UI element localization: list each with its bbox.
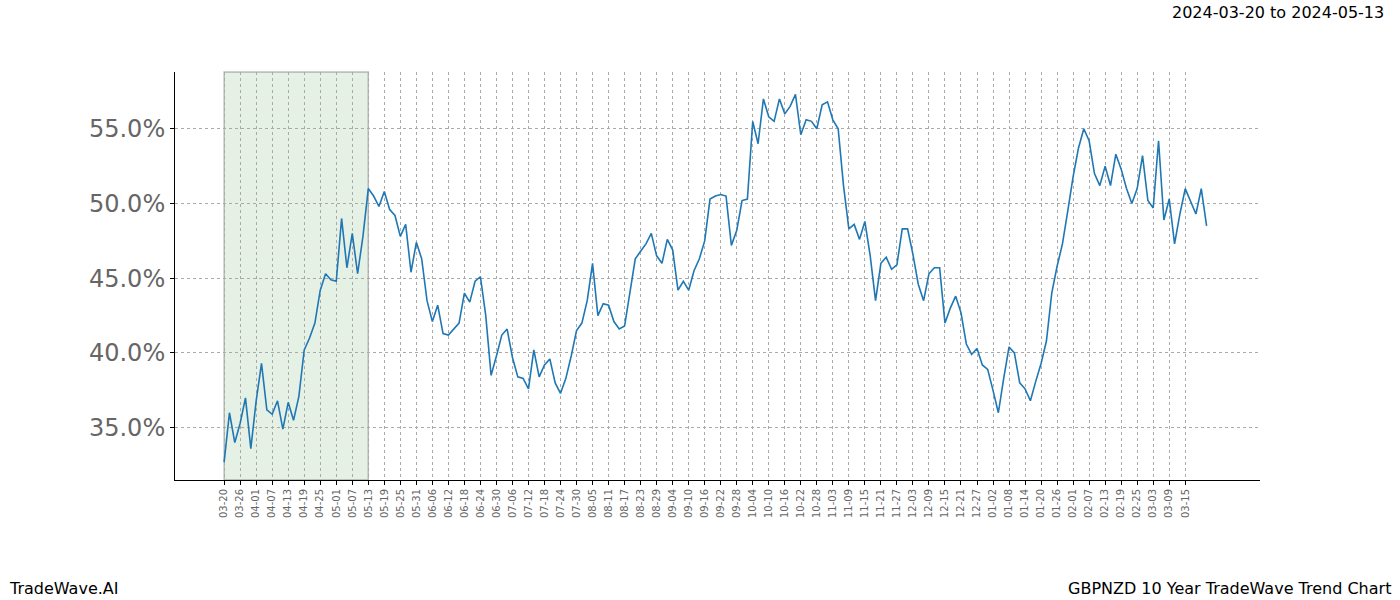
- svg-text:07-24: 07-24: [555, 489, 566, 518]
- svg-text:02-25: 02-25: [1131, 489, 1142, 518]
- svg-text:55.0%: 55.0%: [89, 115, 165, 143]
- svg-text:07-30: 07-30: [571, 489, 582, 518]
- svg-text:12-21: 12-21: [955, 489, 966, 518]
- svg-text:01-14: 01-14: [1019, 489, 1030, 518]
- svg-text:10-16: 10-16: [779, 489, 790, 518]
- svg-text:11-03: 11-03: [827, 489, 838, 518]
- svg-text:06-24: 06-24: [475, 489, 486, 518]
- svg-text:12-27: 12-27: [971, 489, 982, 518]
- svg-text:04-01: 04-01: [250, 489, 261, 518]
- svg-text:06-12: 06-12: [443, 489, 454, 518]
- svg-text:12-09: 12-09: [923, 489, 934, 518]
- svg-text:08-17: 08-17: [619, 489, 630, 518]
- svg-text:03-20: 03-20: [218, 489, 229, 518]
- svg-text:40.0%: 40.0%: [89, 339, 165, 367]
- svg-text:06-30: 06-30: [491, 489, 502, 518]
- svg-text:05-07: 05-07: [347, 489, 358, 518]
- svg-text:04-19: 04-19: [298, 489, 309, 518]
- svg-text:05-25: 05-25: [395, 489, 406, 518]
- svg-text:35.0%: 35.0%: [89, 414, 165, 442]
- svg-text:11-21: 11-21: [875, 489, 886, 518]
- svg-text:10-10: 10-10: [763, 489, 774, 518]
- svg-text:03-15: 03-15: [1180, 489, 1191, 518]
- svg-text:11-27: 11-27: [891, 489, 902, 518]
- svg-text:08-29: 08-29: [651, 489, 662, 518]
- svg-text:GBPNZD 10 Year TradeWave Trend: GBPNZD 10 Year TradeWave Trend Chart: [1068, 579, 1391, 598]
- svg-text:10-04: 10-04: [747, 489, 758, 518]
- svg-text:12-03: 12-03: [907, 489, 918, 518]
- svg-text:10-28: 10-28: [811, 489, 822, 518]
- svg-text:03-03: 03-03: [1147, 489, 1158, 518]
- svg-text:02-01: 02-01: [1067, 489, 1078, 518]
- svg-text:07-18: 07-18: [539, 489, 550, 518]
- svg-text:01-02: 01-02: [987, 489, 998, 518]
- svg-text:07-12: 07-12: [523, 489, 534, 518]
- svg-text:50.0%: 50.0%: [89, 190, 165, 218]
- svg-text:01-08: 01-08: [1003, 489, 1014, 518]
- svg-text:08-11: 08-11: [603, 489, 614, 518]
- svg-text:09-04: 09-04: [667, 489, 678, 518]
- svg-text:10-22: 10-22: [795, 489, 806, 518]
- svg-text:09-16: 09-16: [699, 489, 710, 518]
- svg-text:09-22: 09-22: [715, 489, 726, 518]
- svg-text:05-13: 05-13: [363, 489, 374, 518]
- svg-text:05-31: 05-31: [411, 489, 422, 518]
- svg-text:04-13: 04-13: [282, 489, 293, 518]
- svg-text:03-26: 03-26: [234, 489, 245, 518]
- svg-text:02-19: 02-19: [1115, 489, 1126, 518]
- svg-text:08-23: 08-23: [635, 489, 646, 518]
- svg-text:02-07: 02-07: [1083, 489, 1094, 518]
- svg-text:06-06: 06-06: [427, 489, 438, 518]
- svg-text:2024-03-20 to 2024-05-13: 2024-03-20 to 2024-05-13: [1172, 3, 1384, 22]
- svg-text:09-28: 09-28: [731, 489, 742, 518]
- svg-text:11-15: 11-15: [859, 489, 870, 518]
- svg-text:05-01: 05-01: [331, 489, 342, 518]
- svg-text:06-18: 06-18: [459, 489, 470, 518]
- svg-text:45.0%: 45.0%: [89, 265, 165, 293]
- svg-text:07-06: 07-06: [507, 489, 518, 518]
- svg-text:12-15: 12-15: [939, 489, 950, 518]
- svg-text:05-19: 05-19: [379, 489, 390, 518]
- svg-text:01-26: 01-26: [1051, 489, 1062, 518]
- svg-text:TradeWave.AI: TradeWave.AI: [9, 579, 118, 598]
- svg-text:11-09: 11-09: [843, 489, 854, 518]
- svg-text:04-07: 04-07: [266, 489, 277, 518]
- svg-text:02-13: 02-13: [1099, 489, 1110, 518]
- svg-text:08-05: 08-05: [587, 489, 598, 518]
- svg-text:09-10: 09-10: [683, 489, 694, 518]
- svg-text:03-09: 03-09: [1163, 489, 1174, 518]
- svg-text:04-25: 04-25: [314, 489, 325, 518]
- svg-text:01-20: 01-20: [1035, 489, 1046, 518]
